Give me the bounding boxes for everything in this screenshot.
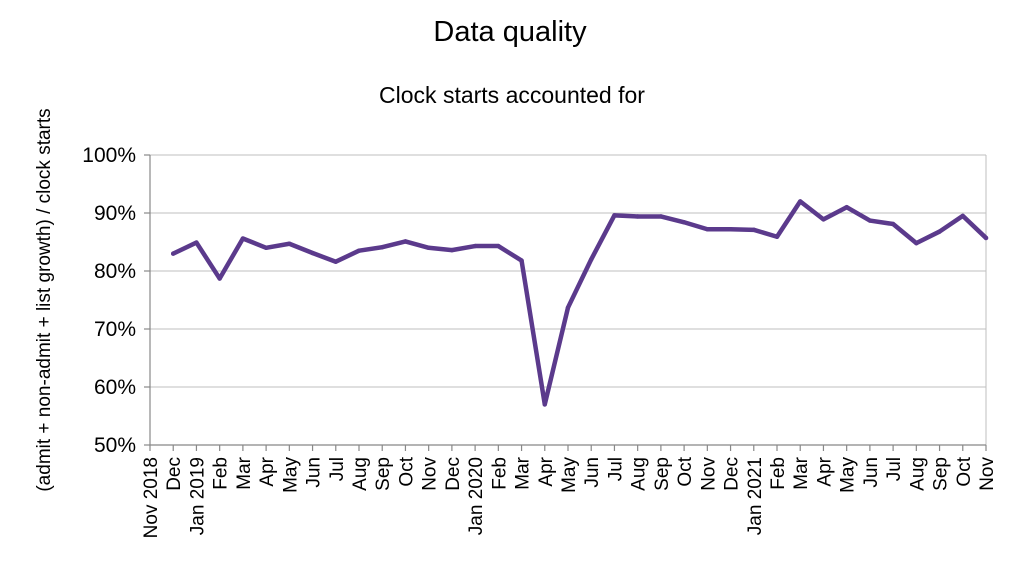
x-tick-label: Jan 2020 bbox=[466, 457, 487, 535]
data-point bbox=[519, 258, 524, 263]
x-tick-label: Sep bbox=[931, 457, 952, 491]
data-point bbox=[589, 257, 594, 262]
x-tick-label: Jan 2019 bbox=[187, 457, 208, 535]
x-tick-label: Dec bbox=[722, 457, 743, 491]
axes bbox=[144, 154, 987, 451]
data-point bbox=[914, 240, 919, 246]
data-point bbox=[240, 236, 246, 241]
data-point bbox=[356, 248, 362, 253]
data-point bbox=[798, 199, 803, 204]
x-tick-label: Jul bbox=[605, 457, 626, 481]
x-tick-label: Dec bbox=[443, 457, 464, 491]
data-point bbox=[472, 243, 478, 249]
data-point bbox=[542, 402, 547, 407]
x-tick-label: Apr bbox=[257, 456, 278, 486]
x-tick-label: Nov bbox=[977, 457, 998, 491]
data-point bbox=[751, 227, 756, 233]
x-tick-label: Nov bbox=[420, 457, 441, 491]
x-tick-label: Dec bbox=[164, 457, 185, 491]
x-tick-label: Jan 2021 bbox=[745, 457, 766, 535]
y-axis-label: (admit + non-admit + list growth) / cloc… bbox=[34, 108, 55, 491]
data-point bbox=[635, 214, 640, 219]
data-point bbox=[983, 235, 989, 241]
x-tick-label: Sep bbox=[652, 457, 673, 491]
data-point bbox=[960, 213, 965, 219]
data-point bbox=[310, 250, 315, 256]
x-tick-label: Mar bbox=[791, 456, 812, 489]
data-point bbox=[380, 245, 385, 250]
x-tick-label: Jul bbox=[327, 457, 348, 481]
data-point bbox=[890, 221, 896, 227]
y-tick-label: 60% bbox=[94, 376, 136, 399]
data-point bbox=[263, 245, 269, 250]
data-point bbox=[194, 240, 199, 245]
data-point bbox=[403, 239, 408, 244]
chart-title: Data quality bbox=[433, 16, 587, 48]
data-point bbox=[821, 217, 826, 222]
gridlines bbox=[150, 154, 987, 445]
data-point bbox=[867, 218, 873, 223]
x-tick-label: Jun bbox=[861, 457, 882, 488]
data-point bbox=[565, 305, 571, 310]
series-layer bbox=[170, 199, 989, 407]
data-point bbox=[426, 245, 431, 250]
y-tick-labels: 50% 60% 70% 80% 90% 100% bbox=[82, 144, 136, 457]
x-tick-label: Jun bbox=[304, 457, 325, 488]
data-point bbox=[681, 220, 687, 225]
x-tick-labels: Nov 2018 Dec Jan 2019 Feb Mar Apr May Jun Jul Aug… bbox=[141, 456, 998, 538]
data-point bbox=[937, 229, 942, 234]
x-tick-label: May bbox=[559, 457, 580, 493]
data-point bbox=[658, 214, 664, 219]
x-tick-label: Mar bbox=[513, 456, 534, 489]
y-tick-label: 70% bbox=[94, 318, 136, 341]
x-tick-label: Mar bbox=[234, 456, 255, 489]
y-tick-label: 100% bbox=[82, 144, 136, 167]
x-tick-label: Nov 2018 bbox=[141, 457, 162, 538]
x-tick-label: May bbox=[838, 457, 859, 493]
data-point bbox=[217, 276, 222, 281]
data-point bbox=[705, 227, 710, 232]
data-point bbox=[774, 234, 780, 239]
x-tick-label: Aug bbox=[907, 457, 928, 491]
y-tick-label: 90% bbox=[94, 202, 136, 225]
data-point bbox=[287, 241, 292, 246]
data-point bbox=[171, 251, 176, 256]
x-tick-label: May bbox=[280, 457, 301, 493]
x-tick-label: Oct bbox=[675, 456, 696, 486]
x-tick-label: Jun bbox=[582, 457, 603, 488]
data-point bbox=[333, 259, 338, 264]
x-tick-label: Apr bbox=[814, 456, 835, 486]
x-tick-label: Aug bbox=[350, 457, 371, 491]
chart-subtitle: Clock starts accounted for bbox=[379, 82, 645, 108]
y-tick-label: 80% bbox=[94, 260, 136, 283]
x-tick-label: Apr bbox=[536, 456, 557, 486]
x-tick-label: Jul bbox=[884, 457, 905, 481]
y-tick-label: 50% bbox=[94, 434, 136, 457]
x-tick-label: Oct bbox=[396, 456, 417, 486]
x-tick-label: Feb bbox=[211, 457, 232, 490]
x-tick-label: Aug bbox=[629, 457, 650, 491]
x-tick-label: Feb bbox=[768, 457, 789, 490]
x-tick-label: Sep bbox=[373, 457, 394, 491]
data-point bbox=[728, 227, 733, 232]
data-point bbox=[496, 243, 501, 249]
data-point bbox=[844, 205, 849, 210]
x-tick-label: Feb bbox=[489, 457, 510, 490]
data-point bbox=[449, 247, 455, 253]
data-point bbox=[612, 213, 617, 218]
x-tick-label: Oct bbox=[954, 456, 975, 486]
series-line bbox=[170, 199, 989, 407]
x-tick-label: Nov bbox=[698, 457, 719, 491]
